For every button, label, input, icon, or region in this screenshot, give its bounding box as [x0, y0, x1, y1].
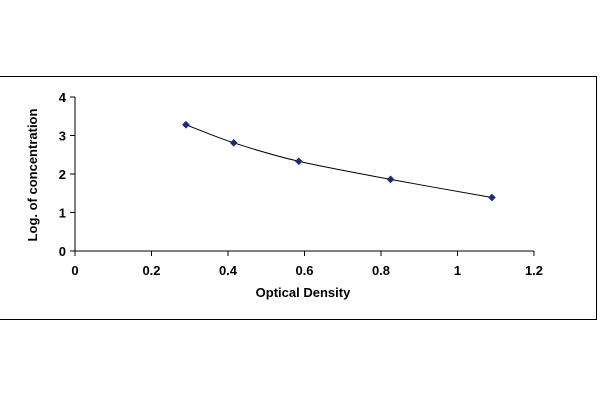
- data-point-marker: [386, 175, 395, 184]
- y-tick-label: 1: [59, 206, 66, 221]
- trend-line: [185, 124, 493, 198]
- x-tick-label: 0: [71, 263, 78, 278]
- x-tick-label: 0.6: [295, 263, 313, 278]
- x-tick-label: 1: [454, 263, 461, 278]
- y-tick-label: 3: [59, 129, 66, 144]
- data-point-marker: [294, 157, 303, 166]
- data-point-marker: [487, 193, 496, 202]
- x-tick-label: 0.8: [372, 263, 390, 278]
- x-tick-label: 0.4: [219, 263, 238, 278]
- axes: 0 1 2 3 4 0 0.2 0.4 0.6 0.8 1 1.2: [59, 90, 543, 278]
- x-axis-title: Optical Density: [256, 285, 351, 300]
- trend-curve: [185, 124, 493, 198]
- data-point-marker: [229, 138, 238, 147]
- y-tick-label: 0: [59, 244, 66, 259]
- data-points: [181, 120, 496, 202]
- y-tick-label: 2: [59, 167, 66, 182]
- y-tick-label: 4: [59, 90, 67, 105]
- x-tick-label: 0.2: [142, 263, 160, 278]
- y-axis-title: Log. of concentration: [25, 109, 40, 242]
- x-tick-label: 1.2: [525, 263, 543, 278]
- chart-frame: [0, 76, 597, 320]
- data-point-marker: [181, 120, 190, 129]
